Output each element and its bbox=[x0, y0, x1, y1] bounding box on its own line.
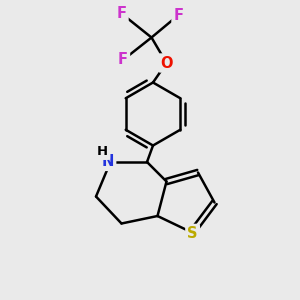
Text: F: F bbox=[118, 52, 128, 68]
Text: N: N bbox=[102, 154, 114, 169]
Text: O: O bbox=[160, 56, 173, 70]
Text: H: H bbox=[97, 145, 108, 158]
Text: S: S bbox=[187, 226, 198, 241]
Text: F: F bbox=[173, 8, 184, 22]
Text: F: F bbox=[116, 6, 127, 21]
